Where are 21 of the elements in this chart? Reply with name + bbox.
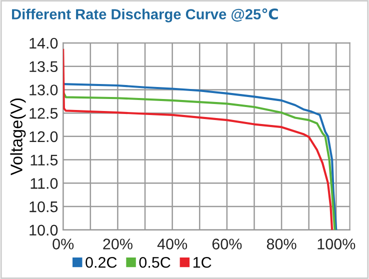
y-tick-label: 11.5: [30, 154, 58, 166]
y-tick-label: 13.0: [30, 84, 58, 96]
y-tick-label: 12.5: [30, 108, 58, 119]
line-series: [63, 48, 334, 230]
x-tick-label: 100%: [318, 238, 356, 250]
y-tick-label: 12.0: [30, 131, 58, 142]
y-tick-label: 14.0: [30, 38, 58, 49]
x-tick-label: 60%: [212, 238, 242, 250]
legend-label: 0.5C: [139, 256, 170, 268]
y-tick-label: 10.5: [30, 201, 58, 212]
legend-label: 0.2C: [86, 256, 117, 268]
x-tick-label: 20%: [103, 238, 132, 250]
y-tick-label: 13.5: [30, 61, 58, 72]
x-tick-label: 80%: [266, 238, 296, 250]
legend-label: 1C: [193, 256, 212, 268]
chart-title: Different Rate Discharge Curve @25℃: [12, 8, 278, 22]
y-tick-label: 11.0: [30, 178, 58, 189]
x-tick-label: 40%: [157, 238, 188, 250]
y-axis-title: Voltage(V): [10, 98, 26, 176]
y-tick-label: 10.0: [30, 224, 58, 236]
x-tick-label: 0%: [52, 238, 74, 250]
